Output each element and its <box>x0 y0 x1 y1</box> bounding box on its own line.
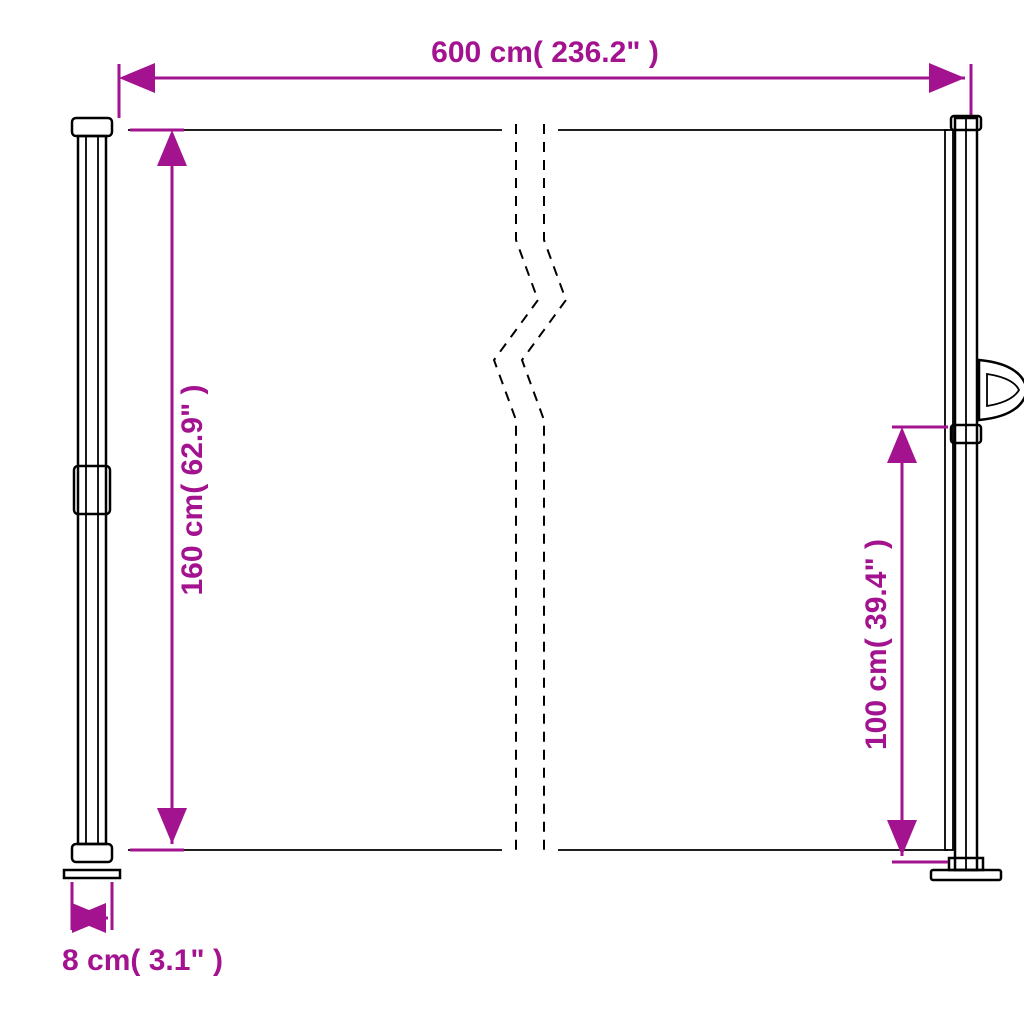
dim-width: 600 cm( 236.2" ) <box>119 36 971 118</box>
fabric-panel <box>128 130 948 850</box>
dim-width-label: 600 cm( 236.2" ) <box>431 36 659 69</box>
dim-pole-height-label: 100 cm( 39.4" ) <box>860 539 893 750</box>
dim-pole-height: 100 cm( 39.4" ) <box>860 427 948 862</box>
cassette-left <box>64 118 120 878</box>
dimension-diagram: 600 cm( 236.2" ) 160 cm( 62.9" ) 100 cm(… <box>0 0 1024 1024</box>
pole-right <box>931 116 1024 880</box>
dim-height: 160 cm( 62.9" ) <box>130 130 209 850</box>
break-lines <box>494 124 566 856</box>
dim-height-label: 160 cm( 62.9" ) <box>176 384 209 595</box>
dim-depth: 8 cm( 3.1" ) <box>62 882 223 977</box>
dim-depth-label: 8 cm( 3.1" ) <box>62 944 223 977</box>
